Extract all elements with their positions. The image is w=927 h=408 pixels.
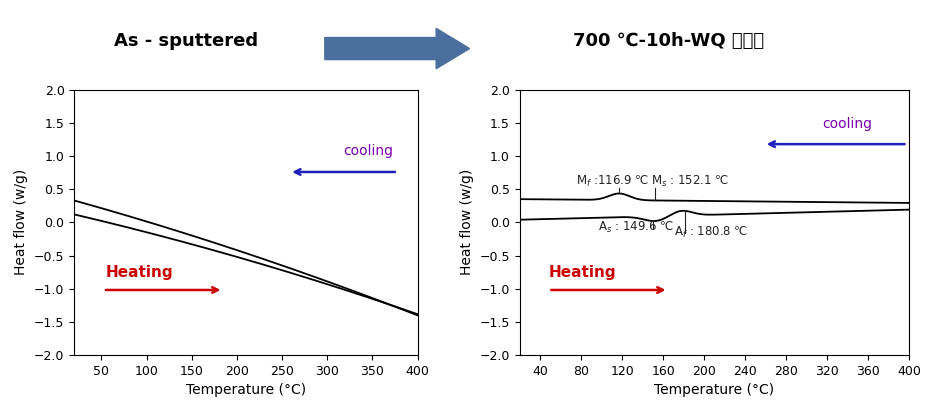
FancyArrow shape [324, 29, 469, 69]
Text: cooling: cooling [343, 144, 393, 158]
Text: A$_s$ : 149.6 ℃: A$_s$ : 149.6 ℃ [597, 220, 673, 235]
Text: As - sputtered: As - sputtered [113, 32, 258, 50]
Text: A$_f$ : 180.8 ℃: A$_f$ : 180.8 ℃ [673, 225, 747, 240]
Y-axis label: Heat flow (w/g): Heat flow (w/g) [15, 169, 29, 275]
Text: cooling: cooling [821, 117, 871, 131]
Text: M$_f$ :116.9 ℃: M$_f$ :116.9 ℃ [576, 174, 648, 189]
Text: 700 ℃-10h-WQ 열처리: 700 ℃-10h-WQ 열처리 [572, 32, 763, 50]
Y-axis label: Heat flow (w/g): Heat flow (w/g) [460, 169, 474, 275]
Text: Heating: Heating [106, 265, 173, 280]
X-axis label: Temperature (°C): Temperature (°C) [654, 383, 774, 397]
X-axis label: Temperature (°C): Temperature (°C) [185, 383, 306, 397]
Text: Heating: Heating [548, 265, 616, 280]
Text: M$_s$ : 152.1 ℃: M$_s$ : 152.1 ℃ [650, 174, 729, 189]
